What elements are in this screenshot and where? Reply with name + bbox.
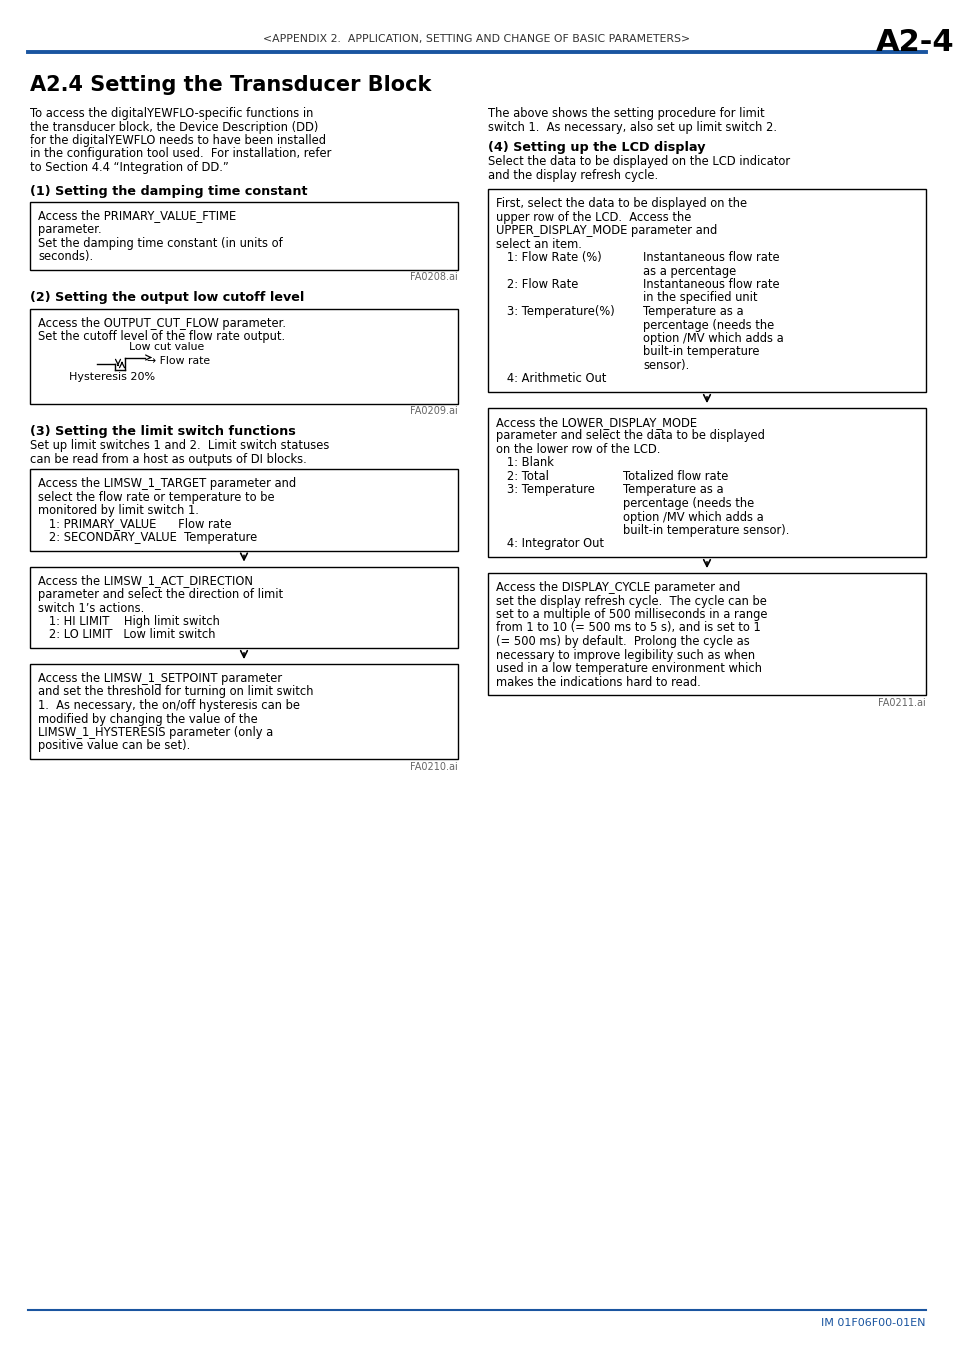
Text: To access the digitalYEWFLO-specific functions in: To access the digitalYEWFLO-specific fun… — [30, 107, 313, 120]
Text: in the configuration tool used.  For installation, refer: in the configuration tool used. For inst… — [30, 147, 331, 161]
Text: Set up limit switches 1 and 2.  Limit switch statuses: Set up limit switches 1 and 2. Limit swi… — [30, 440, 329, 452]
Text: to Section 4.4 “Integration of DD.”: to Section 4.4 “Integration of DD.” — [30, 161, 229, 174]
Text: UPPER_DISPLAY_MODE parameter and: UPPER_DISPLAY_MODE parameter and — [496, 224, 717, 238]
Text: <APPENDIX 2.  APPLICATION, SETTING AND CHANGE OF BASIC PARAMETERS>: <APPENDIX 2. APPLICATION, SETTING AND CH… — [263, 34, 690, 45]
Text: Access the OUTPUT_CUT_FLOW parameter.: Access the OUTPUT_CUT_FLOW parameter. — [38, 316, 286, 329]
Text: Access the PRIMARY_VALUE_FTIME: Access the PRIMARY_VALUE_FTIME — [38, 209, 236, 223]
Text: (1) Setting the damping time constant: (1) Setting the damping time constant — [30, 185, 307, 197]
Text: parameter.: parameter. — [38, 223, 102, 236]
Text: percentage (needs the: percentage (needs the — [622, 497, 754, 510]
Text: the transducer block, the Device Description (DD): the transducer block, the Device Descrip… — [30, 120, 318, 134]
Text: IM 01F06F00-01EN: IM 01F06F00-01EN — [821, 1318, 925, 1328]
Text: Instantaneous flow rate: Instantaneous flow rate — [642, 251, 779, 265]
Text: option /MV which adds a: option /MV which adds a — [642, 332, 783, 346]
Text: (4) Setting up the LCD display: (4) Setting up the LCD display — [488, 140, 705, 154]
Bar — [30, 664, 457, 759]
Text: sensor).: sensor). — [642, 359, 688, 373]
Text: (2) Setting the output low cutoff level: (2) Setting the output low cutoff level — [30, 292, 304, 305]
Text: → Flow rate: → Flow rate — [147, 355, 210, 366]
Bar — [30, 468, 457, 551]
Text: The above shows the setting procedure for limit: The above shows the setting procedure fo… — [488, 107, 763, 120]
Text: Low cut value: Low cut value — [129, 343, 204, 352]
Text: LIMSW_1_HYSTERESIS parameter (only a: LIMSW_1_HYSTERESIS parameter (only a — [38, 726, 273, 738]
Text: 2: Total: 2: Total — [496, 470, 548, 483]
Text: Temperature as a: Temperature as a — [642, 305, 742, 319]
Text: FA0209.ai: FA0209.ai — [410, 406, 457, 417]
Text: Hysteresis 20%: Hysteresis 20% — [69, 371, 155, 382]
Text: Access the LIMSW_1_SETPOINT parameter: Access the LIMSW_1_SETPOINT parameter — [38, 672, 282, 684]
Text: built-in temperature: built-in temperature — [642, 346, 759, 359]
Bar — [488, 572, 925, 695]
Text: (= 500 ms) by default.  Prolong the cycle as: (= 500 ms) by default. Prolong the cycle… — [496, 634, 749, 648]
Text: FA0210.ai: FA0210.ai — [410, 761, 457, 772]
Text: 2: Flow Rate: 2: Flow Rate — [496, 278, 578, 292]
Text: FA0211.ai: FA0211.ai — [878, 698, 925, 707]
Text: switch 1’s actions.: switch 1’s actions. — [38, 602, 144, 614]
Text: 1: Blank: 1: Blank — [496, 456, 554, 470]
Text: used in a low temperature environment which: used in a low temperature environment wh… — [496, 662, 761, 675]
Text: can be read from a host as outputs of DI blocks.: can be read from a host as outputs of DI… — [30, 454, 307, 466]
Text: upper row of the LCD.  Access the: upper row of the LCD. Access the — [496, 211, 691, 224]
Text: option /MV which adds a: option /MV which adds a — [622, 510, 763, 524]
Text: 4: Integrator Out: 4: Integrator Out — [496, 537, 603, 551]
Text: switch 1.  As necessary, also set up limit switch 2.: switch 1. As necessary, also set up limi… — [488, 120, 776, 134]
Text: and the display refresh cycle.: and the display refresh cycle. — [488, 169, 658, 182]
Text: 1: PRIMARY_VALUE      Flow rate: 1: PRIMARY_VALUE Flow rate — [38, 517, 232, 531]
Text: 1: Flow Rate (%): 1: Flow Rate (%) — [496, 251, 601, 265]
Bar — [488, 189, 925, 392]
Text: modified by changing the value of the: modified by changing the value of the — [38, 713, 257, 725]
Text: 2: SECONDARY_VALUE  Temperature: 2: SECONDARY_VALUE Temperature — [38, 531, 257, 544]
Text: select the flow rate or temperature to be: select the flow rate or temperature to b… — [38, 490, 274, 504]
Text: (3) Setting the limit switch functions: (3) Setting the limit switch functions — [30, 424, 295, 437]
Text: FA0208.ai: FA0208.ai — [410, 273, 457, 282]
Text: Totalized flow rate: Totalized flow rate — [622, 470, 727, 483]
Text: necessary to improve legibility such as when: necessary to improve legibility such as … — [496, 648, 755, 662]
Bar — [488, 408, 925, 558]
Text: Access the DISPLAY_CYCLE parameter and: Access the DISPLAY_CYCLE parameter and — [496, 580, 740, 594]
Text: on the lower row of the LCD.: on the lower row of the LCD. — [496, 443, 659, 456]
Text: percentage (needs the: percentage (needs the — [642, 319, 774, 332]
Text: seconds).: seconds). — [38, 250, 93, 263]
Text: Set the damping time constant (in units of: Set the damping time constant (in units … — [38, 236, 282, 250]
Text: built-in temperature sensor).: built-in temperature sensor). — [622, 524, 788, 537]
Text: 1.  As necessary, the on/off hysteresis can be: 1. As necessary, the on/off hysteresis c… — [38, 699, 299, 711]
Text: Instantaneous flow rate: Instantaneous flow rate — [642, 278, 779, 292]
Text: Select the data to be displayed on the LCD indicator: Select the data to be displayed on the L… — [488, 155, 789, 169]
Text: Access the LIMSW_1_TARGET parameter and: Access the LIMSW_1_TARGET parameter and — [38, 477, 295, 490]
Bar — [30, 201, 457, 270]
Text: 3: Temperature(%): 3: Temperature(%) — [496, 305, 614, 319]
Text: Access the LIMSW_1_ACT_DIRECTION: Access the LIMSW_1_ACT_DIRECTION — [38, 575, 253, 587]
Text: as a percentage: as a percentage — [642, 265, 736, 278]
Text: parameter and select the data to be displayed: parameter and select the data to be disp… — [496, 429, 764, 443]
Text: set the display refresh cycle.  The cycle can be: set the display refresh cycle. The cycle… — [496, 594, 766, 608]
Text: 2: LO LIMIT   Low limit switch: 2: LO LIMIT Low limit switch — [38, 629, 215, 641]
Text: A2.4 Setting the Transducer Block: A2.4 Setting the Transducer Block — [30, 76, 431, 95]
Bar — [30, 567, 457, 648]
Text: First, select the data to be displayed on the: First, select the data to be displayed o… — [496, 197, 746, 211]
Text: and set the threshold for turning on limit switch: and set the threshold for turning on lim… — [38, 686, 314, 698]
Text: set to a multiple of 500 milliseconds in a range: set to a multiple of 500 milliseconds in… — [496, 608, 767, 621]
Text: monitored by limit switch 1.: monitored by limit switch 1. — [38, 504, 198, 517]
Text: for the digitalYEWFLO needs to have been installed: for the digitalYEWFLO needs to have been… — [30, 134, 326, 147]
Bar — [30, 309, 457, 404]
Text: makes the indications hard to read.: makes the indications hard to read. — [496, 675, 700, 688]
Text: select an item.: select an item. — [496, 238, 581, 251]
Text: Access the LOWER_DISPLAY_MODE: Access the LOWER_DISPLAY_MODE — [496, 416, 697, 429]
Text: Temperature as a: Temperature as a — [622, 483, 723, 497]
Text: positive value can be set).: positive value can be set). — [38, 740, 190, 752]
Text: 1: HI LIMIT    High limit switch: 1: HI LIMIT High limit switch — [38, 616, 219, 628]
Text: from 1 to 10 (= 500 ms to 5 s), and is set to 1: from 1 to 10 (= 500 ms to 5 s), and is s… — [496, 621, 760, 634]
Text: in the specified unit: in the specified unit — [642, 292, 757, 305]
Text: 4: Arithmetic Out: 4: Arithmetic Out — [496, 373, 606, 386]
Text: A2-4: A2-4 — [875, 28, 953, 57]
Text: 3: Temperature: 3: Temperature — [496, 483, 595, 497]
Text: Set the cutoff level of the flow rate output.: Set the cutoff level of the flow rate ou… — [38, 329, 285, 343]
Text: parameter and select the direction of limit: parameter and select the direction of li… — [38, 589, 283, 601]
